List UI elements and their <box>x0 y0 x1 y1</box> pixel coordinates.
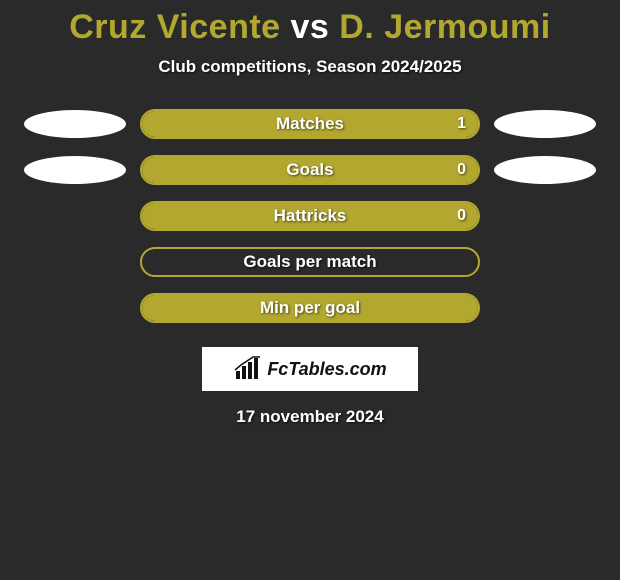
stat-row: Goals0 <box>0 155 620 185</box>
stat-bar: Min per goal <box>140 293 480 323</box>
bar-value: 0 <box>457 161 466 179</box>
stat-row: Matches1 <box>0 109 620 139</box>
logo-text: FcTables.com <box>267 359 386 380</box>
left-ellipse-icon <box>24 156 126 184</box>
stat-bar: Matches1 <box>140 109 480 139</box>
stat-row: Goals per match <box>0 247 620 277</box>
vs-text: vs <box>291 8 330 46</box>
logo-box: FcTables.com <box>202 347 418 391</box>
right-ellipse-icon <box>494 156 596 184</box>
stat-bar: Goals per match <box>140 247 480 277</box>
stat-row: Hattricks0 <box>0 201 620 231</box>
player2-name: D. Jermoumi <box>339 8 550 46</box>
bar-label: Hattricks <box>142 206 478 226</box>
subtitle: Club competitions, Season 2024/2025 <box>0 57 620 77</box>
bar-label: Min per goal <box>142 298 478 318</box>
stat-bar: Goals0 <box>140 155 480 185</box>
stat-row: Min per goal <box>0 293 620 323</box>
bar-label: Goals <box>142 160 478 180</box>
page-title: Cruz Vicente vs D. Jermoumi <box>0 8 620 47</box>
stat-bar: Hattricks0 <box>140 201 480 231</box>
bar-label: Matches <box>142 114 478 134</box>
logo: FcTables.com <box>233 356 386 382</box>
right-ellipse-icon <box>494 110 596 138</box>
left-ellipse-icon <box>24 110 126 138</box>
player1-name: Cruz Vicente <box>69 8 280 46</box>
right-ellipse-slot <box>480 156 610 184</box>
left-ellipse-slot <box>10 156 140 184</box>
left-ellipse-slot <box>10 110 140 138</box>
right-ellipse-slot <box>480 110 610 138</box>
stat-rows: Matches1Goals0Hattricks0Goals per matchM… <box>0 109 620 323</box>
bar-value: 0 <box>457 207 466 225</box>
comparison-card: Cruz Vicente vs D. Jermoumi Club competi… <box>0 0 620 427</box>
bar-label: Goals per match <box>142 252 478 272</box>
date-text: 17 november 2024 <box>0 407 620 427</box>
logo-chart-icon <box>233 356 263 382</box>
bar-value: 1 <box>457 115 466 133</box>
